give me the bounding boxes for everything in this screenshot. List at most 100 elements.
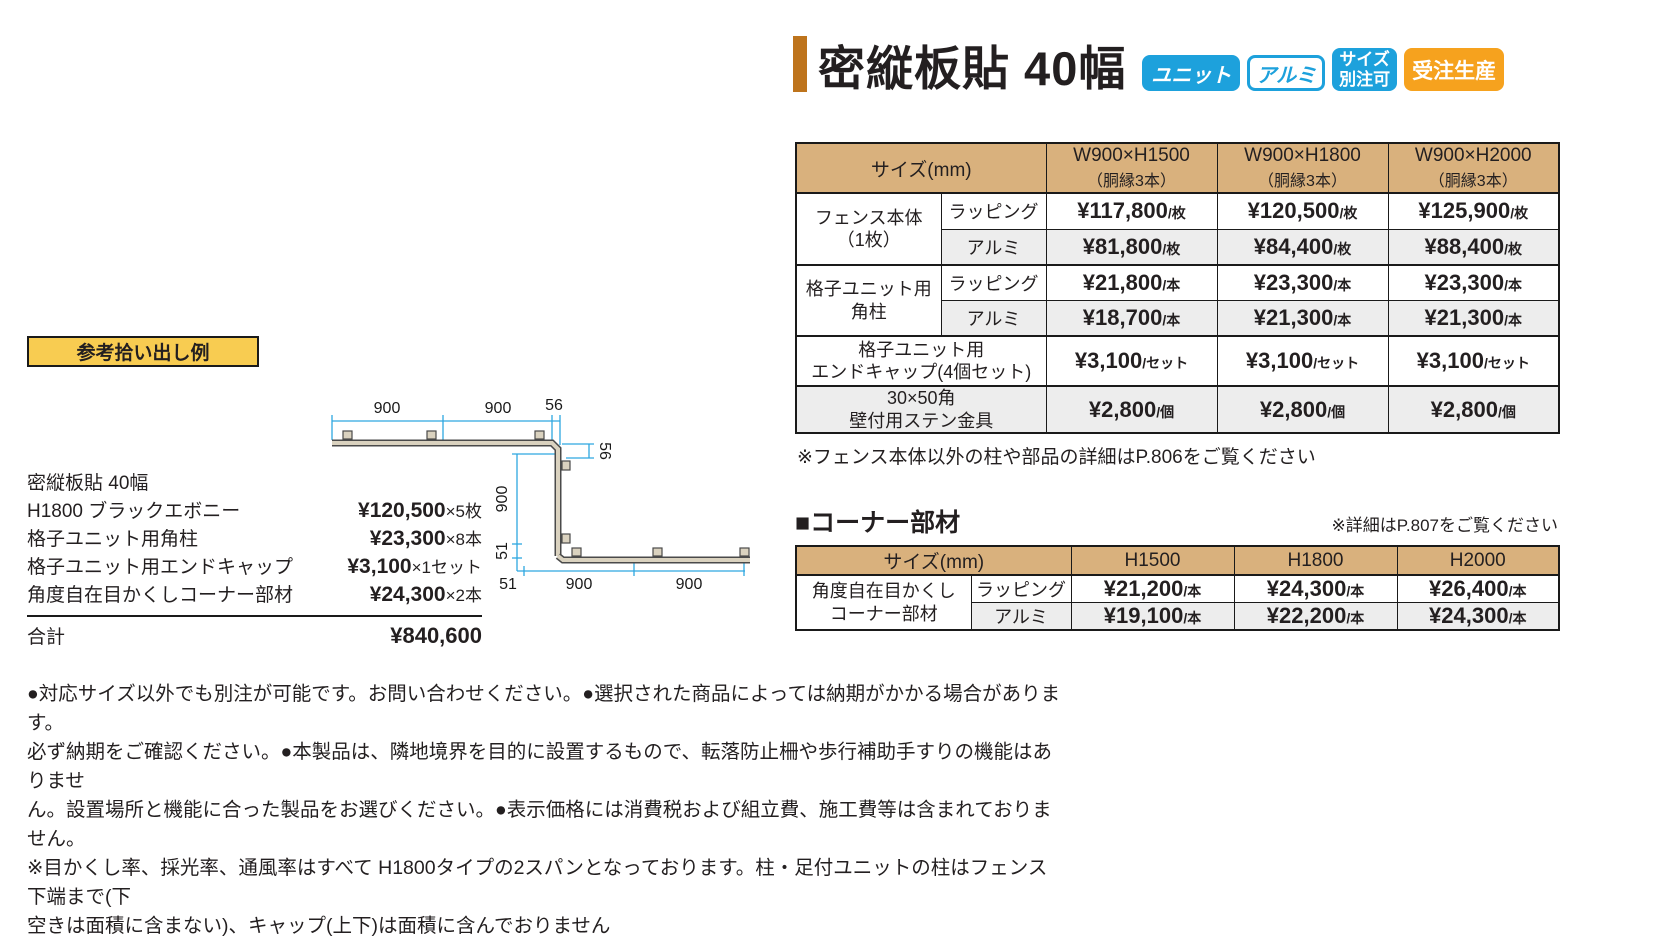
fence-plan-drawing: 900 900 56 56 900 51 51 900 900 bbox=[331, 397, 750, 593]
note-line: ん。設置場所と機能に合った製品をお選びください。●表示価格には消費税および組立費… bbox=[27, 799, 1052, 850]
price-unit: /個 bbox=[1327, 403, 1346, 420]
row-label-line: エンドキャップ(4個セット) bbox=[811, 362, 1032, 382]
cost-heading: 密縦板貼 40幅 bbox=[27, 468, 482, 496]
price-cell: ¥117,800/枚 bbox=[1045, 192, 1218, 230]
dim-top-3: 56 bbox=[545, 397, 563, 414]
price-cell: ¥21,800/本 bbox=[1045, 264, 1218, 301]
price-cell: ¥23,300/本 bbox=[1216, 264, 1389, 301]
cost-item-name: 格子ユニット用角柱 bbox=[27, 529, 199, 550]
price-cell: ¥21,300/本 bbox=[1216, 299, 1389, 337]
price-unit: /枚 bbox=[1510, 205, 1529, 222]
price-unit: /本 bbox=[1504, 276, 1522, 293]
price-cell: ¥24,300/本 bbox=[1396, 602, 1560, 631]
finish-cell: アルミ bbox=[940, 228, 1047, 266]
price-unit: /枚 bbox=[1339, 205, 1358, 222]
price-cell: ¥19,100/本 bbox=[1070, 602, 1235, 631]
price-value: ¥21,800 bbox=[1082, 269, 1163, 295]
price-unit: /本 bbox=[1346, 583, 1365, 599]
price-value: ¥2,800 bbox=[1430, 396, 1498, 422]
price-cell: ¥23,300/本 bbox=[1387, 264, 1560, 301]
fence-panels bbox=[332, 439, 750, 564]
price-value: ¥26,400 bbox=[1429, 576, 1509, 601]
price-cell: ¥18,700/本 bbox=[1045, 299, 1218, 337]
corner-col-h1800: H1800 bbox=[1233, 545, 1398, 576]
cost-item-price: ¥24,300 bbox=[369, 583, 446, 606]
row-label-line: コーナー部材 bbox=[829, 603, 938, 624]
price-cell: ¥125,900/枚 bbox=[1387, 192, 1560, 230]
finish-cell: ラッピング bbox=[940, 264, 1047, 301]
cost-item-qty: ×1セット bbox=[411, 558, 482, 577]
cost-item: 角度自在目かくしコーナー部材 ¥24,300 ×2本 bbox=[27, 580, 482, 608]
cost-item-price: ¥3,100 bbox=[347, 555, 412, 578]
row-label-line: 格子ユニット用 bbox=[858, 339, 985, 360]
footer-notes: ●対応サイズ以外でも別注が可能です。お問い合わせください。●選択された商品によっ… bbox=[27, 680, 1062, 941]
price-value: ¥21,300 bbox=[1253, 304, 1334, 330]
price-value: ¥125,900 bbox=[1418, 198, 1511, 224]
price-unit: /本 bbox=[1504, 311, 1522, 328]
badge-aluminum: アルミ bbox=[1247, 55, 1326, 91]
page-title: 密縦板貼 40幅 bbox=[818, 42, 1127, 96]
dimension-lines bbox=[331, 415, 745, 576]
note-line: 必ず納期をご確認ください。●本製品は、隣地境界を目的に設置するもので、転落防止柵… bbox=[27, 741, 1052, 792]
price-unit: /本 bbox=[1346, 610, 1365, 626]
col-sub: （胴縁3本） bbox=[1428, 173, 1518, 190]
price-cell: ¥22,200/本 bbox=[1233, 602, 1398, 631]
col-header-h2000: W900×H2000 （胴縁3本） bbox=[1387, 142, 1560, 194]
note-line: ※目かくし率、採光率、通風率はすべて H1800タイプの2スパンとなっております… bbox=[27, 857, 1048, 908]
price-unit: /本 bbox=[1183, 583, 1202, 599]
price-value: ¥21,300 bbox=[1424, 304, 1505, 330]
cost-total-value: ¥840,600 bbox=[390, 623, 482, 648]
price-cell: ¥24,300/本 bbox=[1233, 574, 1398, 603]
price-cell: ¥81,800/枚 bbox=[1045, 228, 1218, 266]
price-unit: /枚 bbox=[1504, 240, 1522, 257]
dim-bottom-2: 900 bbox=[566, 576, 593, 593]
price-value: ¥19,100 bbox=[1103, 603, 1184, 628]
price-unit: /本 bbox=[1162, 276, 1181, 293]
price-cell: ¥21,200/本 bbox=[1070, 574, 1235, 603]
col-header-h1800: W900×H1800 （胴縁3本） bbox=[1216, 142, 1389, 194]
dim-top-1: 900 bbox=[374, 400, 401, 417]
reference-example-box: 参考拾い出し例 bbox=[27, 336, 259, 367]
col-size: W900×H1800 bbox=[1244, 145, 1361, 166]
row-label-line: 壁付用ステン金具 bbox=[849, 410, 994, 431]
layout-diagram: 900 900 56 56 900 51 51 900 900 bbox=[295, 366, 770, 603]
cost-item-name: 角度自在目かくしコーナー部材 bbox=[27, 585, 294, 606]
price-unit: /セット bbox=[1483, 355, 1530, 371]
price-unit: /本 bbox=[1508, 610, 1527, 626]
cost-item: 格子ユニット用エンドキャップ ¥3,100 ×1セット bbox=[27, 552, 482, 580]
price-unit: /セット bbox=[1142, 355, 1189, 371]
badge-unit: ユニット bbox=[1142, 55, 1241, 91]
price-unit: /枚 bbox=[1162, 240, 1181, 257]
price-unit: /個 bbox=[1156, 403, 1175, 420]
corner-row-label: 角度自在目かくし コーナー部材 bbox=[795, 574, 972, 631]
note-line: ●対応サイズ以外でも別注が可能です。お問い合わせください。●選択された商品によっ… bbox=[27, 683, 1061, 734]
corner-table: サイズ(mm) H1500 H1800 H2000 角度自在目かくし コーナー部… bbox=[795, 545, 1560, 631]
cost-total-label: 合計 bbox=[27, 627, 66, 648]
price-cell: ¥2,800/個 bbox=[1387, 385, 1560, 434]
row-label-line: 30×50角 bbox=[886, 388, 956, 408]
fence-posts bbox=[342, 430, 750, 557]
row-label-line: 角度自在目かくし bbox=[811, 581, 956, 601]
corner-note-p807: ※詳細はP.807をご覧ください bbox=[1331, 516, 1558, 535]
cost-item-qty: ×5枚 bbox=[445, 502, 482, 521]
price-cell: ¥3,100/セット bbox=[1045, 335, 1218, 387]
row-label-line: 格子ユニット用 bbox=[805, 279, 932, 299]
dim-bottom-1: 51 bbox=[499, 576, 517, 593]
price-value: ¥24,300 bbox=[1429, 603, 1509, 628]
dim-top-2: 900 bbox=[485, 400, 512, 417]
price-value: ¥84,400 bbox=[1253, 233, 1334, 259]
price-value: ¥18,700 bbox=[1082, 304, 1163, 330]
price-table: サイズ(mm) W900×H1500 （胴縁3本） W900×H1800 （胴縁… bbox=[795, 142, 1560, 434]
dim-corner: 56 bbox=[596, 442, 613, 460]
page-header: 密縦板貼 40幅 ユニット アルミ サイズ 別注可 受注生産 bbox=[793, 36, 1505, 96]
col-size: W900×H1500 bbox=[1073, 145, 1190, 166]
col-sub: （胴縁3本） bbox=[1087, 173, 1176, 190]
corner-size-header-cell: サイズ(mm) bbox=[795, 545, 1072, 576]
cost-item-qty: ×8本 bbox=[445, 530, 482, 549]
cost-breakdown-list: 密縦板貼 40幅 H1800 ブラックエボニー ¥120,500 ×5枚 格子ユ… bbox=[27, 468, 482, 649]
finish-cell: アルミ bbox=[940, 299, 1047, 337]
size-header-cell: サイズ(mm) bbox=[795, 142, 1047, 194]
price-cell: ¥120,500/枚 bbox=[1216, 192, 1389, 230]
price-unit: /本 bbox=[1508, 583, 1527, 599]
row-label-fence-body: フェンス本体 （1枚） bbox=[795, 192, 942, 266]
